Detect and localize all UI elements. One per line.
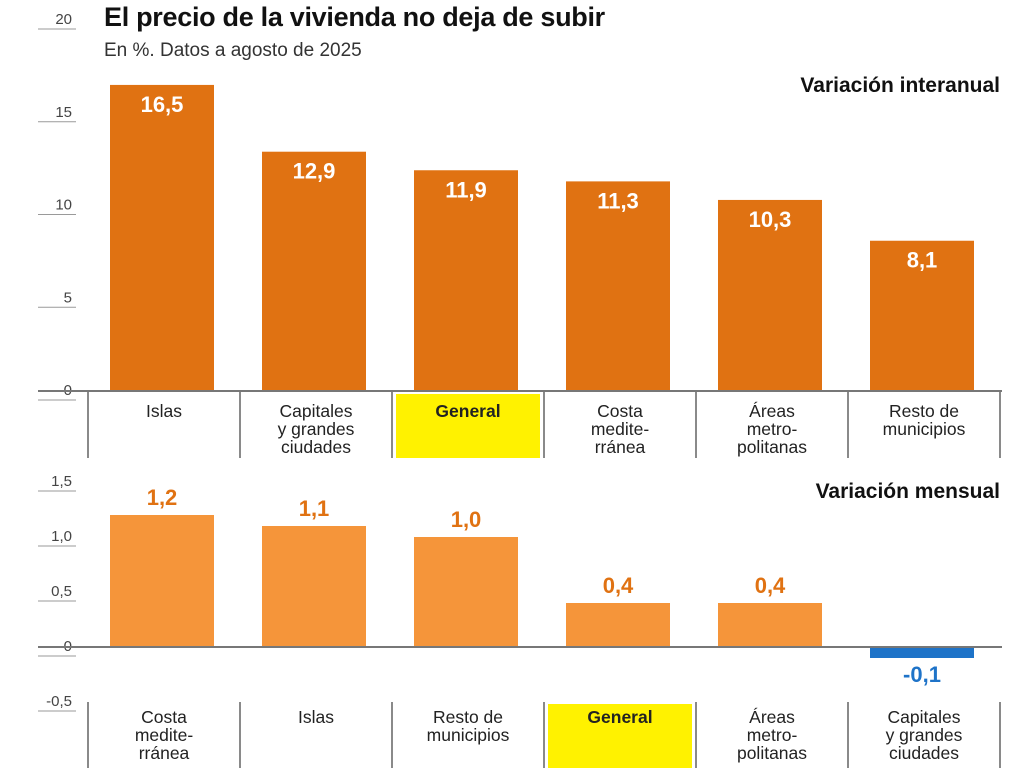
category-label-line: Capitales xyxy=(280,401,353,421)
bar xyxy=(718,603,822,647)
category-label-line: General xyxy=(587,707,652,727)
category-label-line: Áreas xyxy=(749,401,795,421)
category-label-line: municipios xyxy=(427,725,510,745)
highlight-box xyxy=(548,704,692,768)
category-label: General xyxy=(435,401,500,421)
category-label: Áreas metro-politanas xyxy=(737,401,807,457)
category-label-line: Áreas xyxy=(749,707,795,727)
bar xyxy=(414,537,518,647)
data-label: 16,5 xyxy=(141,92,184,117)
data-label: 1,1 xyxy=(299,496,330,521)
category-label: Capitales y grandes ciudades xyxy=(278,401,355,457)
category-label: General xyxy=(587,707,652,727)
y-tick-label: 1,5 xyxy=(51,473,72,490)
category-label-line: Resto de xyxy=(889,401,959,421)
category-label: Islas xyxy=(298,707,334,727)
y-tick-label: 20 xyxy=(55,11,72,28)
category-label-line: medite- xyxy=(591,419,650,439)
category-label-line: Islas xyxy=(146,401,182,421)
category-label-line: y grandes xyxy=(278,419,355,439)
bar xyxy=(110,84,214,392)
y-tick-label: 0,5 xyxy=(51,583,72,600)
category-label: Costa medite-rránea xyxy=(135,707,194,763)
data-label: 12,9 xyxy=(293,159,336,184)
category-label-line: rránea xyxy=(595,437,646,457)
panel-title: Variación mensual xyxy=(816,480,1000,503)
annual-variation-chart: 05101520Variación interanual16,512,911,9… xyxy=(38,11,1002,458)
data-label: 1,2 xyxy=(147,485,178,510)
data-label: 8,1 xyxy=(907,248,938,273)
chart-subtitle: En %. Datos a agosto de 2025 xyxy=(104,40,362,61)
category-label: Capitales y grandes ciudades xyxy=(886,707,963,763)
data-label: -0,1 xyxy=(903,662,941,687)
data-label: 11,9 xyxy=(445,177,487,202)
category-label-line: metro- xyxy=(747,419,798,439)
category-label-line: Costa xyxy=(141,707,187,727)
bar xyxy=(870,647,974,658)
category-label: Áreas metro-politanas xyxy=(737,707,807,763)
bar xyxy=(718,199,822,391)
category-label-line: Capitales xyxy=(888,707,961,727)
y-tick-label: 5 xyxy=(64,289,72,306)
category-label-line: Costa xyxy=(597,401,643,421)
bar xyxy=(110,515,214,647)
bar xyxy=(414,170,518,391)
category-label: Costa medite-rránea xyxy=(591,401,650,457)
data-label: 1,0 xyxy=(451,507,482,532)
bar xyxy=(566,181,670,391)
category-label-line: medite- xyxy=(135,725,194,745)
category-label-line: ciudades xyxy=(889,743,959,763)
category-label-line: ciudades xyxy=(281,437,351,457)
category-label-line: Resto de xyxy=(433,707,503,727)
data-label: 0,4 xyxy=(603,573,634,598)
y-tick-label: -0,5 xyxy=(46,693,72,710)
highlight-box xyxy=(396,394,540,458)
bar xyxy=(262,526,366,647)
bar xyxy=(870,240,974,391)
category-label-line: Islas xyxy=(298,707,334,727)
y-tick-label: 1,0 xyxy=(51,528,72,545)
category-label-line: y grandes xyxy=(886,725,963,745)
y-tick-label: 10 xyxy=(55,197,72,214)
bar xyxy=(566,603,670,647)
y-tick-label: 15 xyxy=(55,104,72,121)
category-label-line: metro- xyxy=(747,725,798,745)
panel-title: Variación interanual xyxy=(800,74,1000,97)
category-label: Resto de municipios xyxy=(883,401,966,439)
category-label-line: rránea xyxy=(139,743,190,763)
category-label-line: politanas xyxy=(737,437,807,457)
category-label-line: General xyxy=(435,401,500,421)
category-label-line: municipios xyxy=(883,419,966,439)
data-label: 11,3 xyxy=(597,188,639,213)
data-label: 10,3 xyxy=(749,207,792,232)
category-label: Resto de municipios xyxy=(427,707,510,745)
category-label: Islas xyxy=(146,401,182,421)
chart-title: El precio de la vivienda no deja de subi… xyxy=(104,2,605,32)
data-label: 0,4 xyxy=(755,573,786,598)
category-label-line: politanas xyxy=(737,743,807,763)
bar xyxy=(262,151,366,391)
